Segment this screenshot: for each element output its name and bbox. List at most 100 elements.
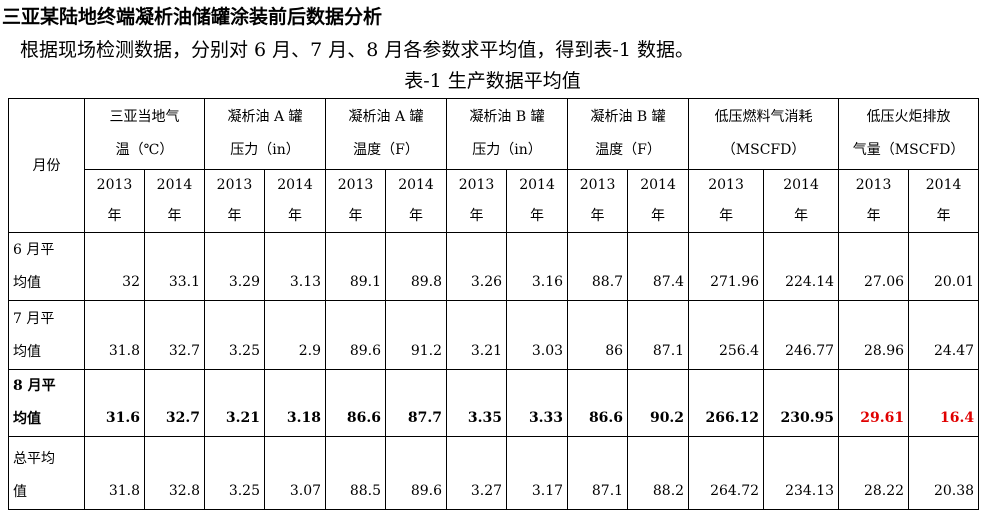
table-cell: 3.26 [446, 232, 508, 301]
table-cell: 89.1 [325, 232, 387, 301]
table-cell: 3.25 [204, 300, 265, 370]
table-cell: 3.13 [263, 232, 327, 301]
table-cell: 3.03 [506, 300, 569, 370]
row-label-line1: 7 月平 [13, 311, 55, 327]
column-group-line2: 压力（in） [230, 142, 300, 158]
column-group-line1: 凝析油 B 罐 [469, 109, 545, 125]
table-cell: 224.14 [763, 232, 840, 301]
table-cell: 89.8 [385, 232, 448, 301]
column-group-header: 凝析油 B 罐压力（in） [446, 98, 569, 170]
table-cell: 3.21 [446, 300, 508, 370]
table-cell: 3.33 [506, 369, 569, 437]
table-cell: 16.4 [908, 369, 980, 437]
table-cell: 32 [84, 232, 145, 301]
row-label-line2: 均值 [13, 275, 41, 291]
table-cell: 3.17 [506, 436, 569, 510]
year-header-cell: 2013 年 [325, 169, 387, 233]
row-label-cell: 7 月平均值 [8, 300, 85, 370]
year-value: 2013 [216, 177, 253, 193]
row-label-line1: 6 月平 [13, 242, 55, 258]
row-label-line2: 均值 [13, 344, 41, 360]
table-cell: 89.6 [385, 436, 448, 510]
year-value: 2013 [337, 177, 374, 193]
year-value: 2013 [458, 177, 495, 193]
year-header-cell: 2014 年 [144, 169, 205, 233]
row-label-cell: 总平均值 [8, 436, 85, 510]
table-cell: 234.13 [763, 436, 840, 510]
table-cell: 3.35 [446, 369, 508, 437]
header-row-years: 2013 年 2014 年 2013 年 2014 年 2013 年 2014 年 2013 年 2014 年… [9, 169, 980, 233]
row-label-line1: 总平均 [13, 451, 55, 467]
year-suffix: 年 [794, 208, 809, 224]
table-cell: 3.27 [446, 436, 508, 510]
table-cell: 31.8 [84, 300, 145, 370]
table-cell: 89.6 [325, 300, 387, 370]
table-cell: 90.2 [627, 369, 690, 437]
document-title: 三亚某陆地终端凝析油储罐涂装前后数据分析 [2, 6, 383, 28]
year-value: 2014 [519, 177, 555, 193]
year-header-cell: 2014 年 [263, 169, 327, 233]
year-header-cell: 2013 年 [204, 169, 265, 233]
year-value: 2014 [925, 177, 962, 193]
column-group-line1: 三亚当地气 [109, 109, 180, 125]
year-header-cell: 2013 年 [84, 169, 145, 233]
table-cell: 20.38 [908, 436, 980, 510]
year-header-cell: 2014 年 [908, 169, 980, 233]
table-cell: 32.8 [144, 436, 205, 510]
table-cell: 2.9 [263, 300, 327, 370]
year-suffix: 年 [719, 208, 734, 224]
table-cell: 3.18 [263, 369, 327, 437]
year-suffix: 年 [227, 208, 242, 224]
year-suffix: 年 [409, 208, 424, 224]
column-group-line1: 凝析油 B 罐 [590, 109, 666, 125]
table-cell: 3.07 [263, 436, 327, 510]
table-row: 7 月平 均值 31.8 32.7 3.25 2.9 89.6 91.2 3.21 3.03 86 8… [8, 300, 980, 370]
year-suffix: 年 [936, 208, 951, 224]
header-row-groups: 月份 三亚当地气 温（℃） 凝析油 A 罐压力（in） 凝析油 A 罐温度（F） 凝析油… [8, 98, 980, 233]
year-suffix: 年 [590, 208, 605, 224]
table-cell: 32.7 [144, 369, 205, 437]
year-header-cell: 2014 年 [506, 169, 569, 233]
year-suffix: 年 [288, 208, 302, 224]
year-value: 2013 [708, 177, 744, 193]
year-header-cell: 2013 年 [838, 169, 910, 233]
year-value: 2014 [640, 177, 676, 193]
table-cell: 31.6 [84, 369, 145, 437]
table-cell: 91.2 [385, 300, 448, 370]
table-cell: 88.5 [325, 436, 387, 510]
year-value: 2014 [277, 177, 313, 193]
year-suffix: 年 [107, 208, 122, 224]
table-cell: 24.47 [908, 300, 980, 370]
table-row: 6 月平 均值 32 33.1 3.29 3.13 89.1 89.8 3.26 3.16 88.7… [8, 232, 980, 301]
table-cell: 3.29 [204, 232, 265, 301]
table-cell: 87.7 [385, 369, 448, 437]
table-cell: 33.1 [144, 232, 205, 301]
row-label-line2: 值 [13, 484, 27, 500]
year-suffix: 年 [651, 208, 666, 224]
column-group-line2: （MSCFD） [721, 142, 806, 158]
table-cell: 87.4 [627, 232, 690, 301]
table-cell: 86 [567, 300, 629, 370]
year-value: 2013 [579, 177, 616, 193]
table-cell: 246.77 [763, 300, 840, 370]
row-label-cell: 6 月平均值 [8, 232, 85, 301]
year-value: 2014 [783, 177, 819, 193]
year-value: 2014 [156, 177, 193, 193]
table-cell: 87.1 [567, 436, 629, 510]
column-group-line2: 气量（MSCFD） [852, 142, 965, 158]
column-group-header: 三亚当地气 温（℃） [84, 98, 205, 170]
year-header-cell: 2014 年 [385, 169, 448, 233]
column-group-header: 凝析油 B 罐温度（F） [567, 98, 690, 170]
table-cell: 230.95 [763, 369, 840, 437]
year-header-cell: 2013 年 [446, 169, 508, 233]
year-header-cell: 2013 年 [567, 169, 629, 233]
column-group-line1: 低压燃料气消耗 [714, 109, 813, 125]
table-cell: 264.72 [688, 436, 765, 510]
year-suffix: 年 [866, 208, 881, 224]
table-cell: 87.1 [627, 300, 690, 370]
table-cell: 29.61 [838, 369, 910, 437]
year-suffix: 年 [167, 208, 182, 224]
column-group-line1: 凝析油 A 罐 [227, 109, 303, 125]
table-cell: 31.8 [84, 436, 145, 510]
year-value: 2014 [398, 177, 434, 193]
